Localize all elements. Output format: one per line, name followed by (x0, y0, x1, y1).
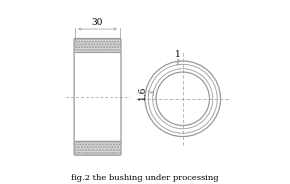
FancyBboxPatch shape (75, 141, 121, 155)
FancyBboxPatch shape (75, 39, 121, 53)
Bar (75, 40, 120, 154)
Text: 1.6: 1.6 (138, 85, 147, 100)
Text: 1: 1 (175, 50, 181, 59)
Text: fig.2 the bushing under processing: fig.2 the bushing under processing (71, 174, 219, 182)
Text: 30: 30 (92, 18, 103, 27)
